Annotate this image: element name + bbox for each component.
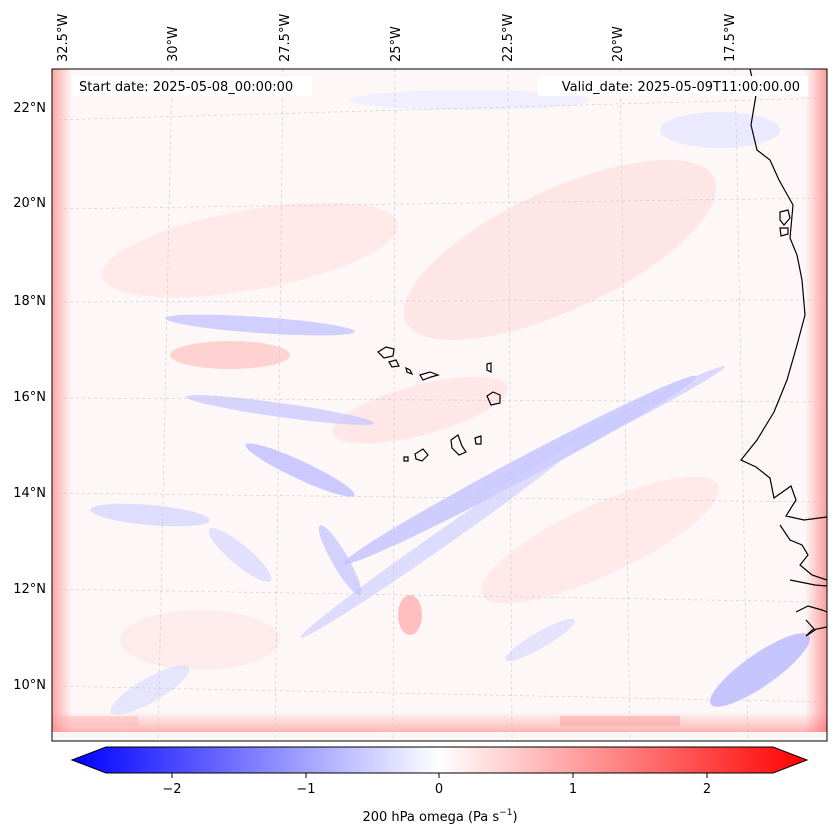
valid-date-box: [538, 76, 808, 96]
start-date-label: Start date: 2025-05-08_00:00:00: [79, 80, 293, 95]
coastlines: [740, 69, 827, 637]
lat-label: 22°N: [13, 101, 46, 116]
map-frame: [51, 68, 828, 742]
lon-label: 25°W: [389, 26, 404, 62]
cape-verde-islands: [377, 346, 501, 462]
lon-label: 30°W: [166, 26, 181, 62]
colorbar-title: 200 hPa omega (Pa s−1): [362, 808, 517, 825]
lat-label: 20°N: [13, 196, 46, 211]
island-boa-vista: [486, 391, 501, 406]
lat-label: 16°N: [13, 390, 46, 405]
island-maio: [474, 435, 482, 445]
lon-label: 27.5°W: [278, 14, 293, 62]
colorbar-tick-label: −2: [162, 782, 181, 797]
colorbar-tick-label: −1: [296, 782, 315, 797]
map-panel: Start date: 2025-05-08_00:00:00 Valid_da…: [51, 68, 828, 742]
island-sao-nicolau: [419, 371, 440, 381]
lon-label: 20°W: [611, 26, 626, 62]
island-fogo: [414, 448, 429, 462]
colorbar-tick-label: 1: [569, 782, 577, 797]
west-africa-coastline: [740, 69, 827, 521]
colorbar-gradient: [70, 746, 809, 774]
island-brava: [403, 456, 409, 462]
lat-label: 12°N: [13, 582, 46, 597]
lat-label: 18°N: [13, 294, 46, 309]
colorbar-tick-label: 0: [435, 782, 443, 797]
longitude-labels: 32.5°W 30°W 27.5°W 25°W 22.5°W 20°W 17.5…: [56, 14, 738, 62]
island-santa-luzia: [405, 366, 414, 376]
start-date-box: [72, 76, 312, 96]
lon-label: 17.5°W: [723, 14, 738, 62]
lat-label: 10°N: [13, 678, 46, 693]
lon-label: 32.5°W: [56, 14, 71, 62]
colorbar-tick-label: 2: [703, 782, 711, 797]
island-sal: [486, 362, 492, 373]
lon-label: 22.5°W: [501, 14, 516, 62]
island-santo-antao: [377, 346, 395, 359]
graticule: [52, 69, 827, 741]
island-sao-vicente: [388, 359, 400, 368]
valid-date-label: Valid_date: 2025-05-09T11:00:00.00: [562, 80, 800, 95]
island-santiago: [450, 434, 467, 456]
colorbar: −2 −1 0 1 2 200 hPa omega (Pa s−1): [70, 746, 809, 825]
colorbar-ticks: [171, 773, 708, 778]
latitude-labels: 22°N 20°N 18°N 16°N 14°N 12°N 10°N: [13, 101, 46, 693]
omega-field: [52, 69, 827, 741]
lat-label: 14°N: [13, 486, 46, 501]
